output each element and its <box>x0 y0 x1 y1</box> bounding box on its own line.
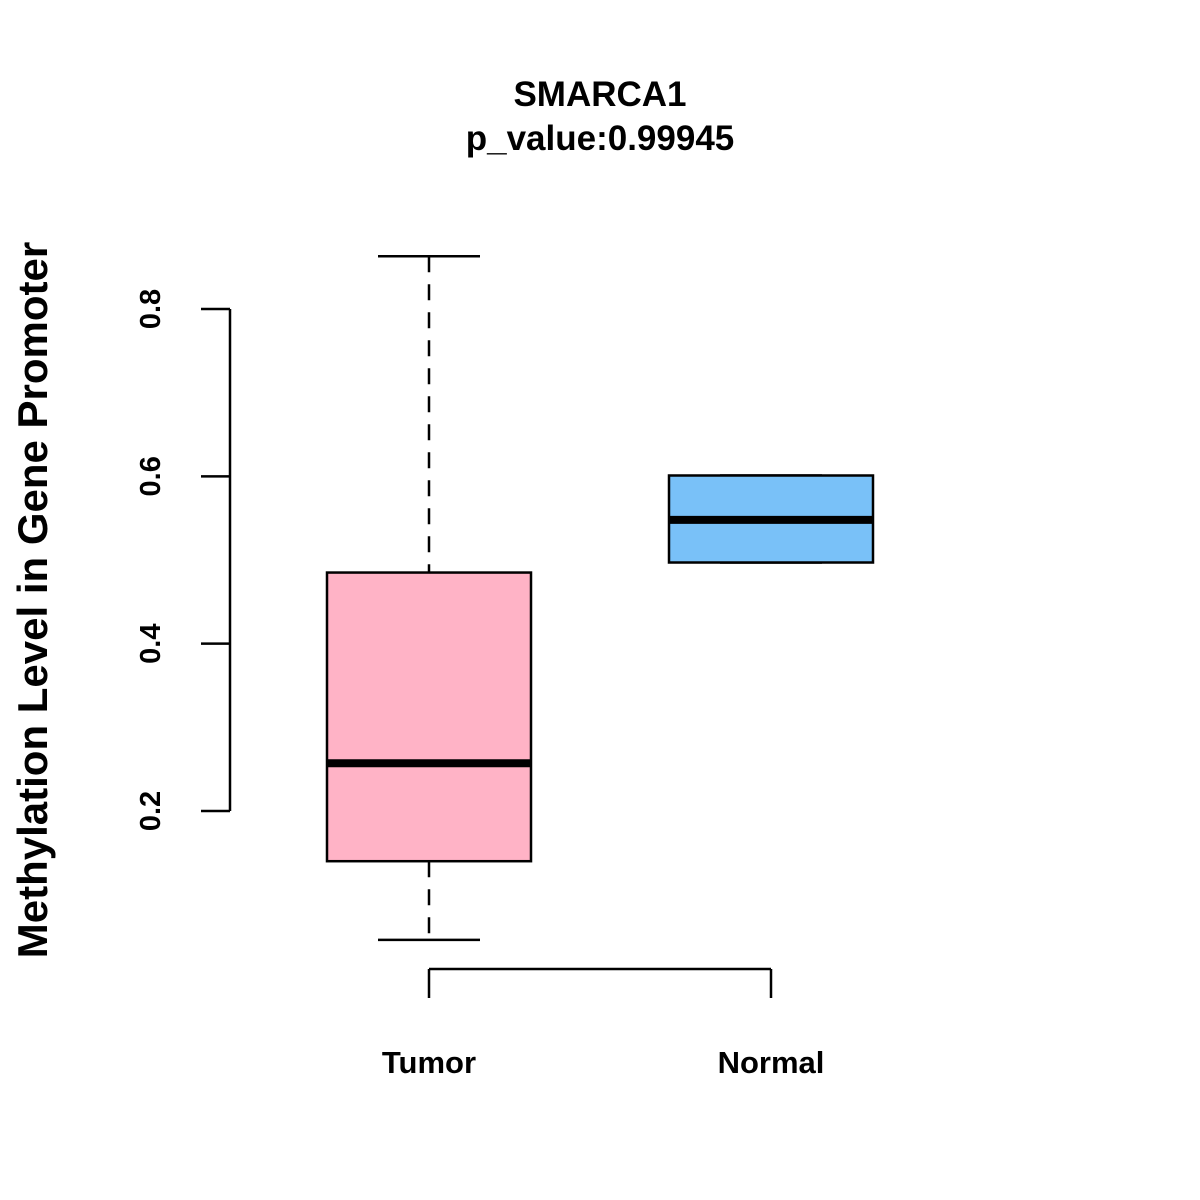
box-normal <box>667 474 875 564</box>
chart-title: SMARCA1 <box>513 75 686 114</box>
y-tick-label-3: 0.8 <box>135 289 167 329</box>
y-tick-label-1: 0.4 <box>135 624 167 664</box>
boxes <box>325 255 875 942</box>
y-axis: 0.2 0.4 0.6 0.8 <box>135 289 232 831</box>
box-rect-tumor <box>325 571 533 863</box>
y-tick-label-2: 0.6 <box>135 456 167 496</box>
y-axis-label: Methylation Level in Gene Promoter <box>9 242 56 958</box>
x-category-label-1: Normal <box>718 1045 825 1080</box>
x-axis: Tumor Normal <box>382 967 825 1080</box>
chart-subtitle: p_value:0.99945 <box>466 119 735 158</box>
y-tick-label-0: 0.2 <box>135 791 167 831</box>
x-category-label-0: Tumor <box>382 1045 476 1080</box>
box-tumor <box>325 255 533 942</box>
